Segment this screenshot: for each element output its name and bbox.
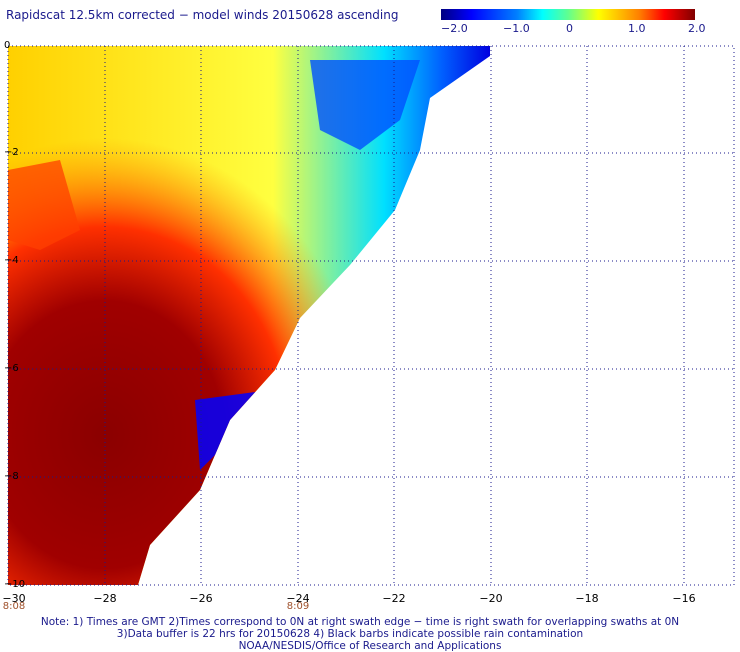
colorbar-label: 0 [566,22,573,35]
swath-time-label: 8:08 [2,601,26,612]
latitude-label: 0 [4,40,11,51]
grid-lines [8,46,734,585]
longitude-label: −18 [575,592,599,605]
positive-anomaly-region [8,46,490,585]
colorbar-label: 2.0 [688,22,706,35]
latitude-label: −4 [4,255,19,266]
negative-anomaly-region [310,60,420,150]
colorbar-label: 1.0 [628,22,646,35]
longitude-label: −22 [382,592,406,605]
latitude-label: −10 [4,579,26,590]
colorbar [441,9,695,20]
negative-anomaly-region [195,390,270,470]
footnote-credit: NOAA/NESDIS/Office of Research and Appli… [238,640,502,652]
longitude-label: −28 [93,592,117,605]
colorbar-label: −1.0 [503,22,530,35]
colorbar-label: −2.0 [441,22,468,35]
latitude-label: −2 [4,147,19,158]
latitude-label: −8 [4,471,19,482]
data-field [8,46,490,585]
swath-time-label: 8:09 [286,601,310,612]
plot-title: Rapidscat 12.5km corrected − model winds… [6,8,399,22]
longitude-label: −20 [479,592,503,605]
longitude-label: −16 [672,592,696,605]
footnote-line: 3)Data buffer is 22 hrs for 20150628 4) … [116,628,584,640]
positive-anomaly-region [8,160,80,250]
plot-frame [7,45,735,586]
longitude-label: −30 [2,592,26,605]
longitude-label: −24 [286,592,310,605]
longitude-label: −26 [189,592,213,605]
latitude-label: −6 [4,363,19,374]
footnote-line: Note: 1) Times are GMT 2)Times correspon… [40,616,680,628]
